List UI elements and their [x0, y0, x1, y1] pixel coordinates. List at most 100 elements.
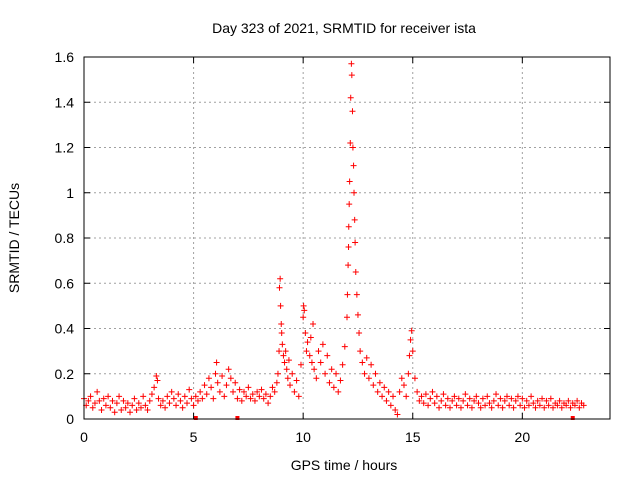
data-point	[490, 397, 497, 404]
data-point	[347, 139, 354, 146]
data-point	[142, 402, 149, 409]
data-point	[278, 320, 285, 327]
data-point	[127, 409, 134, 416]
data-point	[133, 406, 140, 413]
x-axis-label: GPS time / hours	[291, 457, 398, 473]
data-point	[306, 352, 313, 359]
data-point	[457, 404, 464, 411]
data-point	[262, 391, 269, 398]
grid	[84, 57, 610, 419]
data-point	[87, 393, 94, 400]
data-point	[258, 386, 265, 393]
data-point	[414, 388, 421, 395]
data-point	[525, 402, 532, 409]
data-point	[495, 402, 502, 409]
data-point	[349, 144, 356, 151]
data-point	[124, 400, 131, 407]
data-point	[311, 366, 318, 373]
data-point	[403, 393, 410, 400]
data-point	[155, 395, 162, 402]
data-point	[344, 314, 350, 321]
data-point	[85, 397, 92, 404]
data-point	[159, 397, 166, 404]
data-point	[580, 402, 587, 409]
data-point	[238, 397, 245, 404]
data-point	[541, 404, 548, 411]
data-point	[550, 404, 557, 411]
data-point	[310, 320, 317, 327]
data-point	[571, 402, 578, 409]
data-point	[381, 384, 388, 391]
data-point	[475, 400, 482, 407]
data-point	[576, 404, 583, 411]
data-point	[536, 402, 543, 409]
data-point	[146, 397, 153, 404]
data-point	[317, 359, 324, 366]
data-point	[427, 395, 434, 402]
data-point	[144, 406, 151, 413]
data-point	[277, 275, 284, 282]
data-point	[181, 393, 188, 400]
data-point	[328, 366, 335, 373]
data-point	[499, 404, 506, 411]
data-point	[547, 395, 554, 402]
y-tick-label: 0.6	[55, 275, 75, 291]
data-point	[227, 375, 234, 382]
data-point	[543, 397, 550, 404]
data-point	[94, 388, 101, 395]
data-point	[192, 393, 199, 400]
data-point	[245, 384, 252, 391]
data-point	[374, 388, 381, 395]
data-point	[567, 404, 574, 411]
x-tick-label: 15	[405, 429, 421, 445]
data-point	[184, 400, 191, 407]
data-point	[203, 391, 210, 398]
data-point	[392, 406, 399, 413]
data-point	[91, 400, 98, 407]
data-point	[304, 339, 311, 346]
data-point	[357, 348, 364, 355]
y-tick-label: 0.2	[55, 366, 75, 382]
data-point	[283, 366, 290, 373]
data-point	[140, 393, 147, 400]
data-point	[98, 406, 105, 413]
data-point	[190, 402, 197, 409]
data-point	[433, 393, 440, 400]
data-point	[482, 402, 489, 409]
data-point	[269, 384, 276, 391]
data-point	[345, 244, 352, 251]
data-point	[486, 400, 493, 407]
data-point	[394, 411, 401, 418]
data-point	[319, 341, 326, 348]
data-point	[295, 393, 302, 400]
x-tick-label: 20	[515, 429, 531, 445]
data-point	[129, 402, 136, 409]
data-point	[416, 397, 423, 404]
data-point	[267, 393, 274, 400]
data-point	[451, 393, 458, 400]
data-point	[131, 395, 138, 402]
data-point	[223, 382, 230, 389]
data-point	[409, 348, 416, 355]
data-point	[346, 201, 353, 208]
data-point	[213, 359, 220, 366]
data-point	[297, 361, 304, 368]
data-point	[348, 60, 355, 67]
data-point	[326, 379, 333, 386]
data-point	[365, 375, 372, 382]
data-point	[105, 393, 112, 400]
data-point	[447, 404, 454, 411]
data-point	[351, 216, 358, 223]
data-point	[188, 395, 195, 402]
data-point	[425, 402, 432, 409]
data-point	[219, 373, 226, 380]
data-point	[558, 404, 565, 411]
data-point	[175, 391, 182, 398]
data-point	[556, 397, 563, 404]
data-point	[440, 391, 447, 398]
data-point	[284, 375, 291, 382]
y-tick-label: 1.6	[55, 49, 75, 65]
data-point	[280, 352, 287, 359]
data-point	[276, 348, 283, 355]
data-point	[273, 379, 280, 386]
